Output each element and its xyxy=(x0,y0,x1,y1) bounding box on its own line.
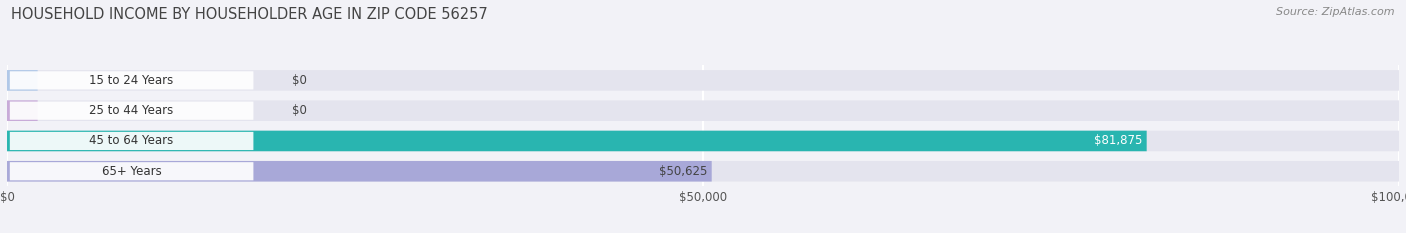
Text: Source: ZipAtlas.com: Source: ZipAtlas.com xyxy=(1277,7,1395,17)
FancyBboxPatch shape xyxy=(7,100,1399,121)
FancyBboxPatch shape xyxy=(10,132,253,150)
Text: $0: $0 xyxy=(292,74,308,87)
FancyBboxPatch shape xyxy=(7,100,38,121)
Text: 25 to 44 Years: 25 to 44 Years xyxy=(90,104,174,117)
FancyBboxPatch shape xyxy=(7,70,1399,91)
FancyBboxPatch shape xyxy=(7,161,711,182)
Text: 65+ Years: 65+ Years xyxy=(101,165,162,178)
Text: HOUSEHOLD INCOME BY HOUSEHOLDER AGE IN ZIP CODE 56257: HOUSEHOLD INCOME BY HOUSEHOLDER AGE IN Z… xyxy=(11,7,488,22)
FancyBboxPatch shape xyxy=(7,131,1147,151)
FancyBboxPatch shape xyxy=(10,162,253,180)
FancyBboxPatch shape xyxy=(7,131,1399,151)
Text: 15 to 24 Years: 15 to 24 Years xyxy=(90,74,174,87)
FancyBboxPatch shape xyxy=(7,161,1399,182)
FancyBboxPatch shape xyxy=(10,71,253,89)
FancyBboxPatch shape xyxy=(10,102,253,120)
Text: $50,625: $50,625 xyxy=(659,165,707,178)
Text: 45 to 64 Years: 45 to 64 Years xyxy=(90,134,174,147)
FancyBboxPatch shape xyxy=(7,70,38,91)
Text: $81,875: $81,875 xyxy=(1094,134,1143,147)
Text: $0: $0 xyxy=(292,104,308,117)
